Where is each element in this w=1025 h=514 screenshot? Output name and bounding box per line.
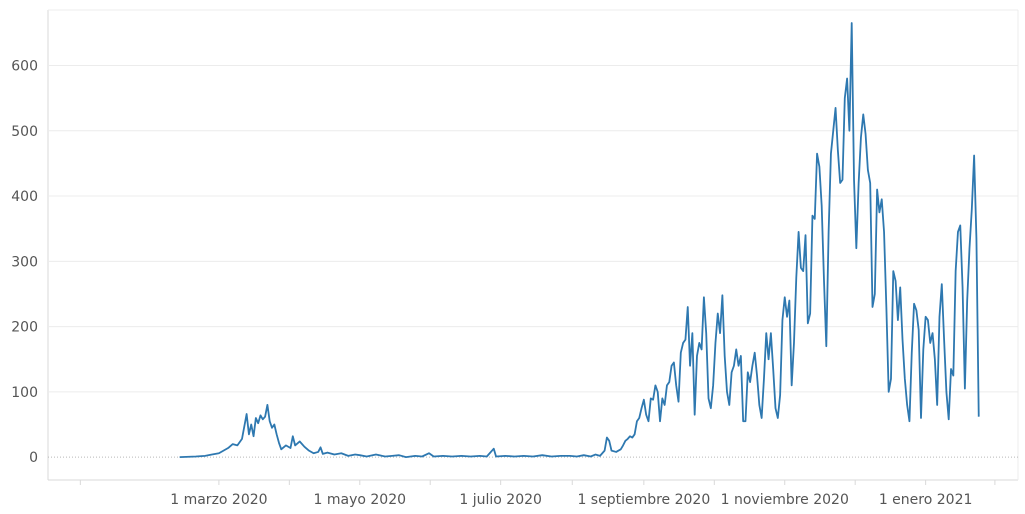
y-tick-label: 500: [11, 124, 38, 140]
y-tick-label: 400: [11, 189, 38, 205]
series-line: [179, 22, 980, 459]
y-tick-label: 300: [11, 254, 38, 270]
y-tick-label: 200: [11, 320, 38, 336]
y-tick-label: 600: [11, 58, 38, 74]
x-axis: 1 marzo 2020 1 mayo 2020 1 julio 2020 1 sep…: [170, 492, 972, 508]
x-tick-label: 1 marzo 2020: [170, 492, 267, 508]
x-tick-label: 1 mayo 2020: [314, 492, 407, 508]
y-tick-label: 100: [11, 385, 38, 401]
x-tick-label: 1 noviembre 2020: [721, 492, 849, 508]
x-tick-label: 1 septiembre 2020: [577, 492, 710, 508]
x-tick-label: 1 enero 2021: [879, 492, 973, 508]
gridlines: [47, 9, 1019, 485]
series-group: [179, 22, 980, 459]
x-tick-label: 1 julio 2020: [459, 492, 542, 508]
y-tick-label: 0: [29, 450, 38, 466]
y-axis: 0 100 200 300 400 500 600: [11, 58, 38, 466]
